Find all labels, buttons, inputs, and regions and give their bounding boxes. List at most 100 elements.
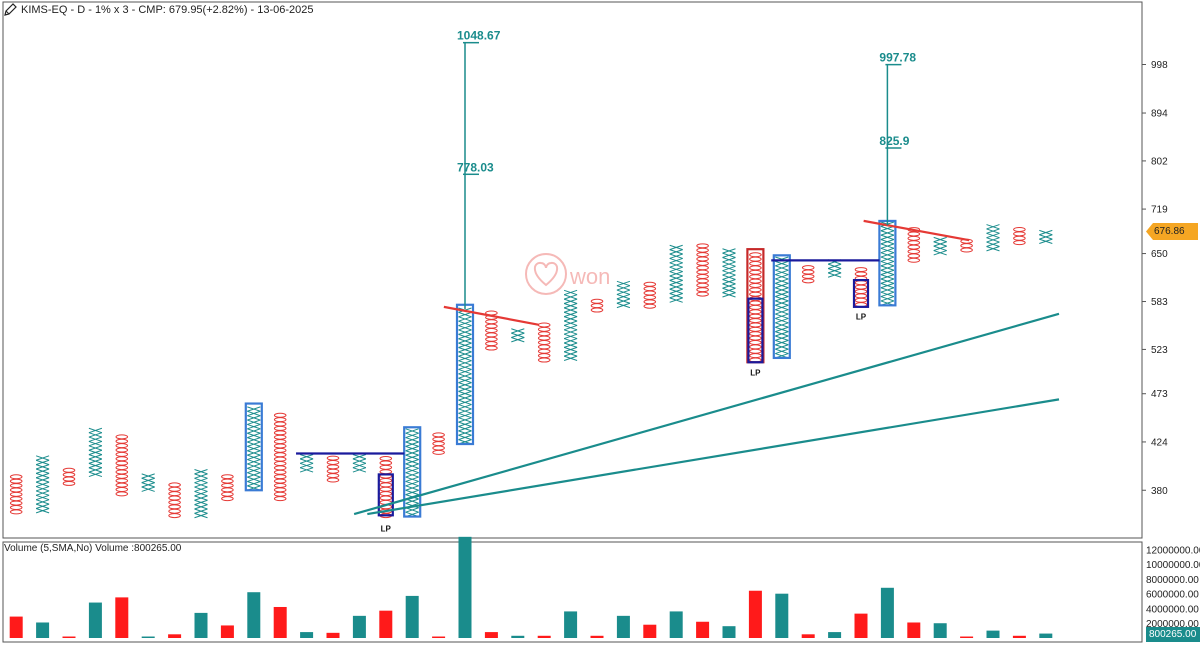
x-mark (933, 250, 947, 256)
price-axis-tick-label: 473 (1151, 389, 1168, 400)
pencil-icon[interactable] (4, 3, 17, 16)
volume-bar (854, 613, 868, 638)
o-mark (115, 478, 129, 484)
o-mark (749, 291, 762, 297)
o-mark (537, 331, 551, 337)
volume-bar (511, 635, 525, 638)
o-mark (907, 253, 921, 259)
x-mark (405, 428, 419, 434)
x-mark (458, 434, 472, 441)
x-mark (247, 428, 261, 434)
x-mark (405, 441, 419, 447)
price-axis-tick-label: 802 (1151, 156, 1168, 167)
volume-bar (36, 622, 50, 638)
x-mark (775, 265, 789, 271)
lp-label: LP (381, 525, 392, 534)
o-mark (960, 243, 973, 249)
o-mark (749, 287, 762, 293)
x-mark (722, 261, 736, 267)
x-mark (775, 313, 789, 319)
o-column (643, 281, 657, 309)
o-column (379, 456, 393, 519)
target-label: 997.78 (879, 51, 916, 65)
x-mark (458, 342, 472, 348)
x-mark (775, 348, 789, 355)
o-mark (696, 252, 709, 258)
x-mark (458, 351, 472, 357)
x-mark (405, 485, 419, 491)
navy-signal-box (852, 278, 870, 308)
o-mark (749, 313, 762, 319)
volume-bar (775, 593, 789, 638)
x-column (880, 221, 895, 306)
x-mark (141, 486, 155, 492)
x-mark (247, 481, 261, 487)
x-mark (194, 490, 208, 497)
x-mark (35, 455, 50, 461)
o-mark (273, 461, 287, 467)
x-mark (194, 482, 208, 488)
o-mark (749, 318, 762, 324)
x-mark (352, 454, 367, 460)
x-mark (669, 288, 683, 294)
x-mark (563, 320, 578, 326)
pnf-columns (9, 221, 1053, 519)
navy-signal-box (747, 297, 764, 364)
o-mark (854, 289, 868, 294)
o-mark (221, 496, 234, 502)
x-mark (405, 476, 419, 482)
volume-bar (669, 611, 683, 638)
volume-bar (616, 615, 630, 638)
x-column (405, 428, 419, 518)
volume-bar (696, 621, 710, 638)
x-mark (458, 338, 472, 344)
o-mark (749, 274, 762, 280)
o-mark (696, 260, 709, 266)
x-mark (933, 245, 947, 252)
o-mark (749, 252, 762, 258)
x-mark (563, 355, 578, 361)
o-column (749, 252, 762, 363)
volume-bar (352, 615, 366, 638)
o-mark (326, 477, 340, 483)
x-column (35, 455, 50, 514)
volume-bar (326, 632, 340, 638)
price-pane-frame (2, 1, 1143, 539)
price-axis-tick-label: 998 (1151, 60, 1168, 71)
o-mark (537, 340, 551, 345)
x-mark (247, 432, 261, 439)
watermark-logo: won (525, 253, 610, 295)
o-mark (273, 465, 287, 471)
o-column (326, 455, 340, 483)
x-mark (563, 294, 578, 300)
o-mark (168, 504, 181, 510)
x-mark (88, 467, 103, 473)
o-mark (273, 469, 287, 475)
o-mark (749, 344, 762, 350)
o-mark (326, 468, 340, 474)
x-mark (247, 437, 261, 443)
o-mark (62, 467, 76, 473)
o-mark (168, 513, 181, 519)
x-mark (458, 368, 472, 375)
o-column (168, 482, 181, 519)
x-mark (880, 243, 895, 249)
x-mark (247, 445, 261, 452)
o-mark (168, 482, 181, 488)
o-mark (590, 303, 604, 309)
o-mark (379, 469, 393, 475)
volume-bar (1012, 635, 1026, 638)
x-mark (775, 339, 789, 346)
x-mark (1039, 234, 1053, 240)
x-mark (880, 269, 895, 276)
o-mark (854, 271, 868, 277)
o-column (115, 434, 129, 497)
x-mark (458, 412, 472, 419)
o-mark (749, 322, 762, 328)
o-mark (643, 299, 657, 305)
x-column (775, 256, 789, 359)
o-mark (1013, 226, 1026, 232)
x-mark (775, 260, 789, 267)
o-mark (9, 500, 23, 506)
